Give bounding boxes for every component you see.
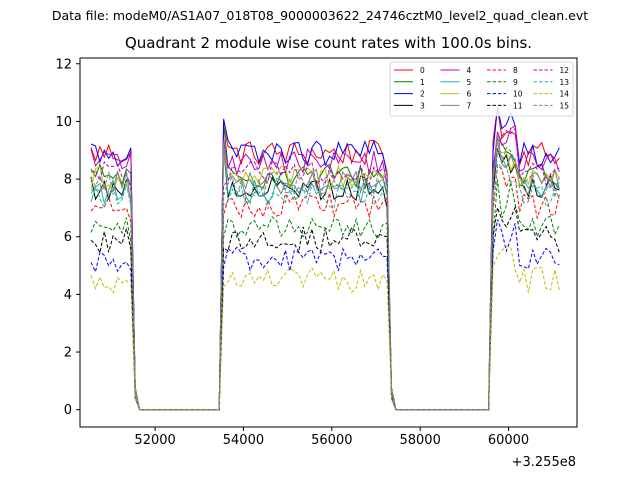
x-tick-label: 60000 [488, 433, 529, 448]
legend-label-9: 9 [513, 78, 518, 87]
legend-label-0: 0 [420, 66, 425, 75]
legend-label-12: 12 [560, 66, 570, 75]
legend-label-10: 10 [513, 90, 523, 99]
x-tick-label: 52000 [134, 433, 175, 448]
x-axis: 52000 54000 56000 58000 60000 [134, 427, 529, 448]
y-tick-label: 0 [64, 403, 72, 418]
legend-label-4: 4 [467, 66, 472, 75]
x-tick-label: 58000 [399, 433, 440, 448]
axes-frame [79, 57, 578, 428]
legend-label-1: 1 [420, 78, 425, 87]
x-tick-label: 56000 [311, 433, 352, 448]
series-line-9 [90, 179, 560, 411]
y-tick-label: 6 [64, 230, 72, 245]
y-tick-label: 4 [64, 288, 72, 303]
legend-label-5: 5 [467, 78, 472, 87]
legend-label-13: 13 [560, 78, 570, 87]
series-line-15 [90, 142, 560, 411]
y-tick-label: 8 [64, 173, 72, 188]
y-axis: 0 2 4 6 8 10 12 [55, 57, 80, 418]
chart-title: Quadrant 2 module wise count rates with … [124, 34, 533, 52]
y-tick-label: 2 [64, 346, 72, 361]
legend-label-2: 2 [420, 90, 425, 99]
x-tick-label: 54000 [223, 433, 264, 448]
legend-label-3: 3 [420, 101, 425, 110]
legend-label-8: 8 [513, 66, 518, 75]
legend-box [389, 61, 574, 117]
y-tick-label: 12 [55, 57, 72, 72]
series-layer [90, 106, 560, 411]
legend-label-6: 6 [467, 90, 472, 99]
legend-label-14: 14 [560, 90, 570, 99]
legend-label-15: 15 [560, 101, 570, 110]
suptitle: Data file: modeM0/AS1A07_018T08_90000036… [51, 8, 589, 23]
legend-label-7: 7 [467, 101, 472, 110]
legend-label-11: 11 [513, 101, 523, 110]
series-line-13 [90, 162, 560, 411]
y-tick-label: 10 [55, 115, 72, 130]
x-offset-label: +3.255e8 [512, 455, 576, 470]
